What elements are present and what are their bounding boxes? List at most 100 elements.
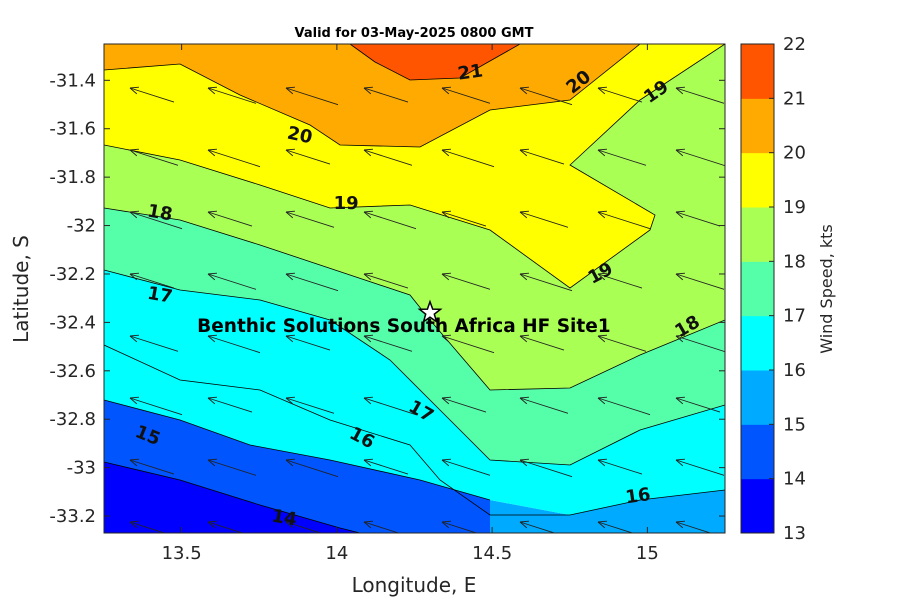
- colorbar-swatch: [741, 207, 774, 262]
- y-tick-label: -31.8: [49, 167, 96, 188]
- wind-vector-arrow: [441, 86, 491, 104]
- contour-line: [104, 461, 361, 533]
- wind-vector-arrow: [285, 396, 335, 414]
- wind-vector-arrow: [363, 148, 413, 166]
- wind-vector-arrow: [129, 148, 179, 166]
- x-axis-label: Longitude, E: [352, 573, 477, 597]
- wind-vector-arrow: [285, 210, 335, 228]
- wind-vector-arrow: [675, 210, 721, 227]
- wind-vector-arrow: [129, 520, 166, 533]
- contour-label: 20: [285, 123, 314, 149]
- wind-vector-arrow: [207, 86, 257, 104]
- wind-vector-arrow: [519, 334, 565, 351]
- colorbar-swatch: [741, 44, 774, 99]
- colorbar-frame: [740, 43, 775, 534]
- wind-vector-arrow: [675, 148, 725, 167]
- wind-vector-arrow: [285, 272, 339, 292]
- wind-vectors: [129, 86, 725, 533]
- colorbar-swatch: [741, 261, 774, 317]
- wind-vector-arrow: [129, 458, 175, 475]
- wind-vector-arrow: [441, 520, 478, 533]
- colorbar-tick-label: 14: [783, 469, 806, 490]
- wind-vector-arrow: [207, 334, 261, 354]
- site-label: Benthic Solutions South Africa HF Site1: [197, 316, 611, 337]
- colorbar-tick-label: 18: [783, 251, 806, 272]
- x-tick-label: 14: [325, 543, 348, 564]
- colorbar-tick-label: 21: [783, 88, 806, 109]
- colorbar-swatch: [741, 315, 774, 371]
- wind-vector-arrow: [363, 86, 409, 103]
- contour-line: [104, 207, 725, 391]
- colorbar-swatch: [741, 370, 774, 425]
- contour-label: 14: [270, 505, 298, 530]
- wind-vector-arrow: [597, 334, 647, 352]
- contour-label: 16: [624, 484, 652, 508]
- y-tick-label: -32: [67, 216, 96, 237]
- colorbar-swatch: [741, 152, 774, 208]
- wind-vector-arrow: [285, 148, 331, 165]
- wind-vector-arrow: [285, 86, 339, 106]
- contour-bands: [104, 44, 725, 533]
- wind-vector-arrow: [441, 334, 495, 354]
- wind-vector-arrow: [597, 86, 643, 103]
- chart-title: Valid for 03-May-2025 0800 GMT: [295, 26, 534, 41]
- wind-vector-arrow: [129, 86, 175, 103]
- wind-vector-arrow: [675, 520, 712, 533]
- colorbar-tick-label: 17: [783, 306, 806, 327]
- wind-vector-arrow: [519, 396, 569, 414]
- contour-line: [104, 399, 491, 501]
- contour-line: [104, 344, 725, 516]
- colorbar-tick-label: 15: [783, 414, 806, 435]
- wind-vector-arrow: [675, 272, 725, 290]
- wind-vector-arrow: [207, 272, 257, 290]
- wind-vector-arrow: [675, 334, 725, 353]
- wind-vector-arrow: [441, 210, 487, 227]
- wind-vector-arrow: [363, 334, 413, 352]
- wind-vector-arrow: [597, 148, 647, 166]
- wind-vector-arrow: [207, 520, 244, 533]
- wind-vector-arrow: [441, 458, 491, 476]
- wind-vector-arrow: [285, 520, 322, 533]
- colorbar-tick-label: 16: [783, 360, 806, 381]
- wind-vector-arrow: [207, 210, 253, 227]
- wind-vector-arrow: [597, 396, 651, 416]
- contour-line: [104, 269, 725, 466]
- x-axis-ticks: 13.5 14 14.5 15: [162, 44, 659, 564]
- colorbar-swatch: [741, 424, 774, 480]
- colorbar-tick-label: 22: [783, 34, 806, 55]
- wind-vector-arrow: [441, 272, 491, 290]
- wind-vector-arrow: [207, 148, 261, 168]
- wind-vector-arrow: [129, 396, 183, 416]
- y-tick-label: -31.4: [49, 70, 96, 91]
- wind-vector-arrow: [207, 396, 253, 413]
- colorbar-tick-label: 13: [783, 523, 806, 544]
- wind-vector-arrow: [675, 396, 721, 413]
- contour-band-20-21: [104, 44, 640, 147]
- site-star-marker: [417, 299, 443, 324]
- y-tick-label: -32.2: [49, 264, 96, 285]
- wind-vector-arrow: [441, 148, 495, 168]
- colorbar-swatch: [741, 98, 774, 154]
- contour-band-18-19: [104, 44, 725, 390]
- plot-frame: [103, 43, 726, 534]
- x-tick-label: 15: [636, 543, 659, 564]
- colorbar-tick-label: 20: [783, 143, 806, 164]
- wind-vector-arrow: [675, 458, 725, 476]
- contour-band-13-14: [104, 462, 360, 533]
- y-tick-label: -32.8: [49, 409, 96, 430]
- plot-area: [104, 44, 725, 533]
- colorbar-label: Wind Speed, kts: [817, 224, 836, 354]
- wind-vector-arrow: [597, 210, 651, 230]
- contour-lines: [104, 44, 725, 533]
- wind-vector-arrow: [519, 272, 573, 292]
- wind-vector-arrow: [363, 396, 417, 416]
- wind-vector-arrow: [519, 210, 569, 228]
- wind-vector-arrow: [285, 334, 331, 351]
- contour-line: [349, 44, 521, 81]
- wind-vector-arrow: [519, 148, 565, 165]
- wind-vector-arrow: [363, 458, 409, 475]
- y-axis-ticks: -31.4 -31.6 -31.8 -32 -32.2 -32.4 -32.6 -32.8 -3…: [49, 70, 725, 527]
- contour-band-17-18: [104, 208, 725, 465]
- wind-vector-arrow: [363, 210, 417, 230]
